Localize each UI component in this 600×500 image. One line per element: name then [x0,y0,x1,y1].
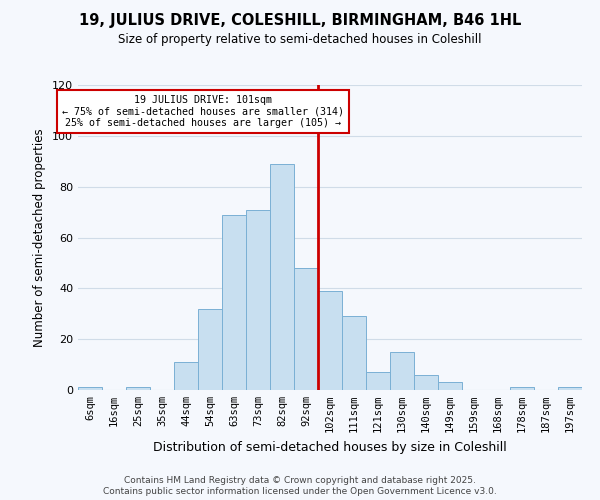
Bar [438,382,462,390]
Text: 19, JULIUS DRIVE, COLESHILL, BIRMINGHAM, B46 1HL: 19, JULIUS DRIVE, COLESHILL, BIRMINGHAM,… [79,12,521,28]
Bar [510,388,534,390]
Bar [126,388,150,390]
Text: Size of property relative to semi-detached houses in Coleshill: Size of property relative to semi-detach… [118,32,482,46]
Text: Contains public sector information licensed under the Open Government Licence v3: Contains public sector information licen… [103,487,497,496]
Bar [78,388,102,390]
Bar [318,291,342,390]
Bar [390,352,414,390]
Bar [366,372,390,390]
Bar [246,210,270,390]
Bar [342,316,366,390]
Bar [222,214,246,390]
Bar [294,268,318,390]
Bar [270,164,294,390]
Bar [174,362,198,390]
Y-axis label: Number of semi-detached properties: Number of semi-detached properties [34,128,46,347]
Text: 19 JULIUS DRIVE: 101sqm
← 75% of semi-detached houses are smaller (314)
25% of s: 19 JULIUS DRIVE: 101sqm ← 75% of semi-de… [62,95,344,128]
Text: Contains HM Land Registry data © Crown copyright and database right 2025.: Contains HM Land Registry data © Crown c… [124,476,476,485]
Bar [414,375,438,390]
X-axis label: Distribution of semi-detached houses by size in Coleshill: Distribution of semi-detached houses by … [153,440,507,454]
Bar [198,308,222,390]
Bar [558,388,582,390]
